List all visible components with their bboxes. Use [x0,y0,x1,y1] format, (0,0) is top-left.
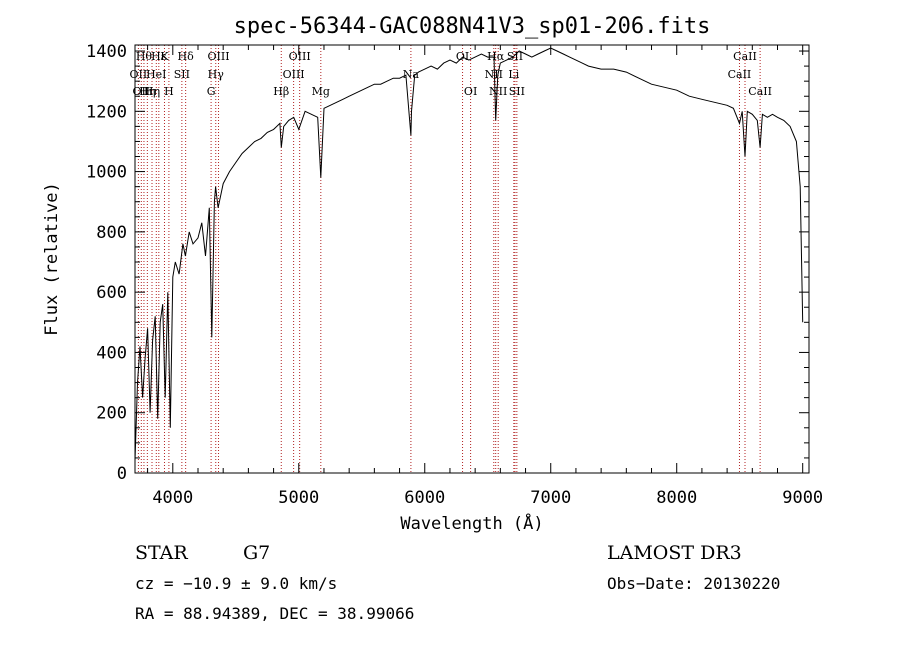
emission-line-markers [137,45,761,473]
line-marker-label-28: CaII [733,50,757,63]
line-marker-label-7: K [160,50,169,63]
line-marker-label-0: OII [130,68,148,81]
y-axis-ticks: 0 200 400 600 800 1000 1200 1400 [86,42,809,484]
x-tick-label-0: 4000 [152,488,193,508]
line-marker-label-5: HeI [146,68,166,81]
y-tick-label-0: 0 [117,464,127,484]
line-marker-label-12: Hγ [208,68,225,81]
emission-line-labels: OIIOIIHθHηHηHeIHεKHSIIHδGHγOIIIHβOIIIOII… [130,50,772,98]
x-tick-label-3: 7000 [530,488,571,508]
coordinates: RA = 88.94389, DEC = 38.99066 [135,604,414,623]
line-marker-label-29: CaII [748,85,772,98]
line-marker-label-17: Mg [312,85,330,98]
x-tick-label-5: 9000 [782,488,823,508]
line-marker-label-8: H [164,85,174,98]
line-marker-label-14: Hβ [273,85,289,98]
spectral-subclass: G7 [243,542,270,564]
observation-date: Obs−Date: 20130220 [607,574,780,593]
plot-frame [134,44,810,474]
x-tick-label-2: 6000 [404,488,445,508]
line-marker-label-13: OIII [207,50,229,63]
y-tick-label-6: 1200 [86,102,127,122]
y-tick-label-1: 200 [96,404,127,424]
line-marker-label-24: Li [508,68,519,81]
y-tick-label-4: 800 [96,223,127,243]
line-marker-label-1: OII [132,85,150,98]
line-marker-label-27: CaII [728,68,752,81]
line-marker-label-18: Na [403,68,420,81]
line-marker-label-2: Hθ [136,50,153,63]
redshift-value: cz = −10.9 ± 9.0 km/s [135,574,337,593]
line-marker-label-20: OI [464,85,477,98]
x-tick-label-1: 5000 [278,488,319,508]
line-marker-label-9: SII [174,68,190,81]
x-axis-ticks: 4000 5000 6000 7000 8000 9000 [147,45,823,508]
y-tick-label-3: 600 [96,283,127,303]
object-type: STAR [135,542,188,564]
line-marker-label-25: SII [507,50,523,63]
line-marker-label-11: G [207,85,216,98]
x-tick-label-4: 8000 [656,488,697,508]
survey-name: LAMOST DR3 [607,542,742,564]
y-tick-label-5: 1000 [86,163,127,183]
y-tick-label-2: 400 [96,343,127,363]
line-marker-label-6: Hε [151,50,167,63]
line-marker-label-10: Hδ [178,50,195,63]
y-axis-label: Flux (relative) [42,182,62,336]
x-axis-label: Wavelength (Å) [400,512,543,534]
line-marker-label-16: OIII [289,50,311,63]
line-marker-label-15: OIII [283,68,305,81]
line-marker-label-4: Hη [144,85,160,98]
line-marker-label-26: SII [509,85,525,98]
flux-series-line [134,47,804,461]
line-marker-label-23: NII [489,85,507,98]
line-marker-label-22: Hα [487,50,505,63]
y-tick-label-7: 1400 [86,42,127,62]
line-marker-label-21: NII [485,68,503,81]
chart-title: spec-56344-GAC088N41V3_sp01-206.fits [234,14,711,39]
line-marker-label-3: Hη [139,85,155,98]
